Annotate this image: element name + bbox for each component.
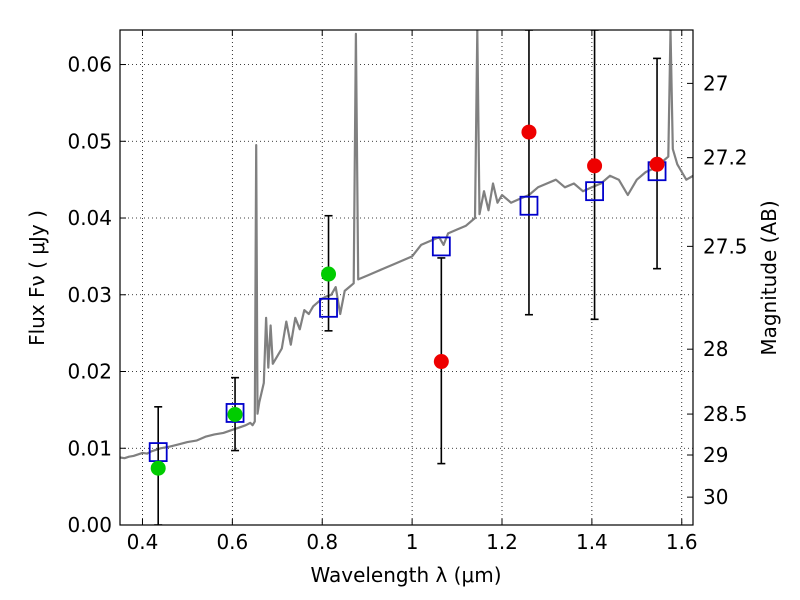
right-tick-label: 28.5 [703,402,748,426]
x-tick-label: 0.4 [127,530,159,554]
x-tick-label: 0.6 [216,530,248,554]
x-tick-label: 1.2 [486,530,518,554]
axes: 0.4 0.6 0.8 1 1.2 1.4 1.6 0.00 0.01 0.02 0.03 0.04 0… [67,30,748,554]
x-tick-label: 0.8 [306,530,338,554]
spectrum-line [120,30,693,460]
right-tick-label: 28 [703,337,728,361]
y-tick-label: 0.01 [67,436,112,460]
square-marker [319,297,338,318]
right-axis-label: Magnitude (AB) [757,200,781,355]
x-tick-label: 1 [406,530,419,554]
plot-frame [119,29,694,526]
right-tick-label: 29 [703,443,728,467]
y-tick-label: 0.06 [67,53,112,77]
y-tick-label: 0.05 [67,129,112,153]
y-tick-label: 0.04 [67,206,112,230]
x-tick-label: 1.4 [576,530,608,554]
circle-marker [587,158,603,174]
y-tick-label: 0.03 [67,283,112,307]
circle-marker [433,354,449,370]
circle-marker [321,266,337,282]
y-tick-label: 0.02 [67,360,112,384]
x-axis-label: Wavelength λ (μm) [310,563,501,587]
circle-marker [227,406,243,422]
square-marker [431,236,451,257]
y-tick-label: 0.00 [67,513,112,537]
circle-marker [521,124,537,140]
square-marker [519,195,539,216]
markers [148,124,667,476]
square-marker [585,181,604,202]
circle-marker [649,156,665,172]
y-axis-label: Flux Fν ( μJy ) [25,210,49,346]
right-tick-label: 27 [703,71,728,95]
circle-marker [150,460,166,476]
right-tick-label: 30 [703,485,728,509]
spectrum [120,30,693,460]
x-tick-label: 1.6 [666,530,698,554]
right-tick-label: 27.5 [703,234,748,258]
grid [120,30,693,526]
right-tick-label: 27.2 [703,146,748,170]
